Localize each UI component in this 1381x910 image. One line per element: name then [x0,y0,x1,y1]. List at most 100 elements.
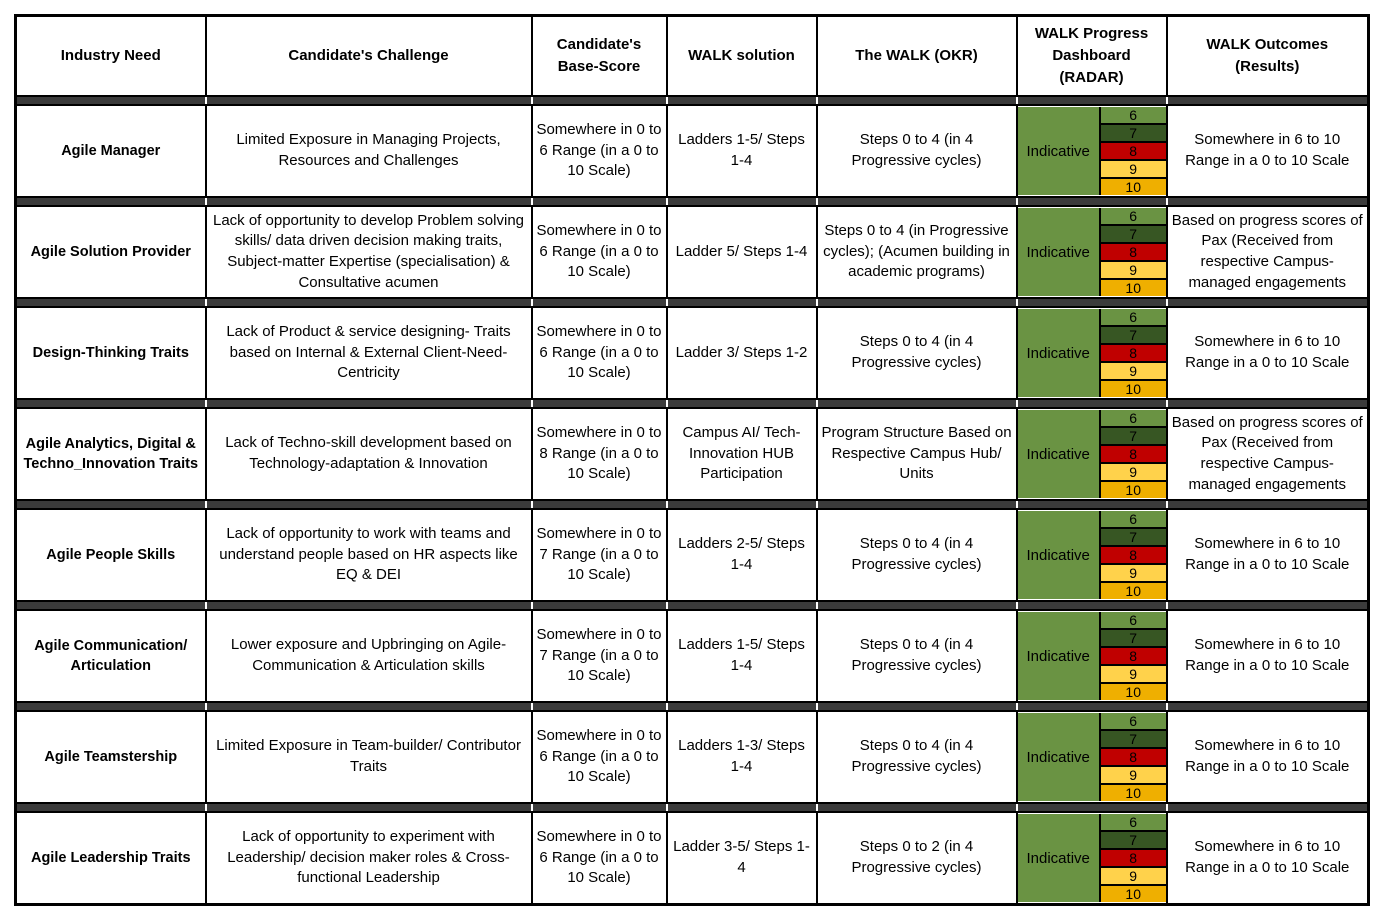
radar-scale: 6 7 8 9 10 [1098,511,1165,599]
row-separator [14,600,1370,611]
radar-scale-cell-9: 9 [1100,767,1165,785]
walk-okr-cell: Program Structure Based on Respective Ca… [815,407,1018,501]
radar-scale-cell-8: 8 [1100,749,1165,767]
radar-dashboard: Indicative 6 7 8 9 10 [1018,713,1165,801]
walk-outcomes-cell: Somewhere in 6 to 10 Range in a 0 to 10 … [1165,710,1370,804]
radar-scale-cell-9: 9 [1100,565,1165,583]
radar-scale-cell-7: 7 [1100,125,1165,143]
radar-scale-cell-7: 7 [1100,731,1165,749]
walk-solution-cell: Ladder 5/ Steps 1-4 [665,205,818,299]
base-score-cell: Somewhere in 0 to 6 Range (in a 0 to 10 … [530,205,668,299]
radar-dashboard: Indicative 6 7 8 9 10 [1018,612,1165,700]
radar-dashboard-cell: Indicative 6 7 8 9 10 [1015,609,1168,703]
base-score-cell: Somewhere in 0 to 6 Range (in a 0 to 10 … [530,104,668,198]
row-separator-cell [204,297,533,308]
radar-dashboard-cell: Indicative 6 7 8 9 10 [1015,104,1168,198]
table-row: Agile Communication/ Articulation Lower … [14,609,1370,703]
industry-need-cell: Agile Communication/ Articulation [14,609,207,703]
row-separator-cell [530,802,668,813]
radar-scale: 6 7 8 9 10 [1098,814,1165,902]
row-separator-cell [1165,600,1370,611]
candidates-challenge-cell: Lack of Product & service designing- Tra… [204,306,533,400]
radar-scale-cell-8: 8 [1100,547,1165,565]
industry-need-cell: Agile Leadership Traits [14,811,207,906]
candidates-challenge-cell: Limited Exposure in Team-builder/ Contri… [204,710,533,804]
row-separator-cell [665,600,818,611]
row-separator-cell [815,297,1018,308]
row-separator-cell [1165,297,1370,308]
radar-scale-cell-9: 9 [1100,868,1165,886]
radar-dashboard-cell: Indicative 6 7 8 9 10 [1015,205,1168,299]
row-separator-cell [530,600,668,611]
indicative-panel: Indicative [1018,410,1099,498]
row-separator-cell [1165,802,1370,813]
industry-need-cell: Agile Manager [14,104,207,198]
radar-scale-cell-9: 9 [1100,161,1165,179]
radar-scale-cell-10: 10 [1100,179,1165,195]
radar-scale-cell-8: 8 [1100,244,1165,262]
radar-scale-cell-7: 7 [1100,226,1165,244]
base-score-cell: Somewhere in 0 to 7 Range (in a 0 to 10 … [530,609,668,703]
header-walk-outcomes: WALK Outcomes (Results) [1165,14,1370,97]
header-walk-okr: The WALK (OKR) [815,14,1018,97]
candidates-challenge-cell: Limited Exposure in Managing Projects, R… [204,104,533,198]
row-separator-cell [815,196,1018,207]
radar-dashboard: Indicative 6 7 8 9 10 [1018,814,1165,902]
header-walk-progress-dashboard: WALK Progress Dashboard (RADAR) [1015,14,1168,97]
row-separator-cell [14,297,207,308]
industry-need-cell: Agile Solution Provider [14,205,207,299]
walk-okr-cell: Steps 0 to 4 (in 4 Progressive cycles) [815,710,1018,804]
radar-scale-cell-6: 6 [1100,511,1165,529]
row-separator-cell [14,499,207,510]
indicative-panel: Indicative [1018,612,1099,700]
radar-scale-cell-10: 10 [1100,684,1165,700]
row-separator-cell [665,398,818,409]
row-separator-cell [815,802,1018,813]
row-separator-cell [1015,600,1168,611]
base-score-cell: Somewhere in 0 to 7 Range (in a 0 to 10 … [530,508,668,602]
radar-scale-cell-7: 7 [1100,327,1165,345]
walk-outcomes-cell: Somewhere in 6 to 10 Range in a 0 to 10 … [1165,811,1370,906]
table-row: Agile Analytics, Digital & Techno_Innova… [14,407,1370,501]
radar-scale-cell-8: 8 [1100,143,1165,161]
radar-scale-cell-8: 8 [1100,345,1165,363]
table-row: Agile Manager Limited Exposure in Managi… [14,104,1370,198]
row-separator-cell [665,802,818,813]
row-separator [14,297,1370,308]
walk-outcomes-cell: Somewhere in 6 to 10 Range in a 0 to 10 … [1165,104,1370,198]
candidates-challenge-cell: Lack of opportunity to experiment with L… [204,811,533,906]
row-separator [14,701,1370,712]
radar-scale-cell-6: 6 [1100,309,1165,327]
indicative-panel: Indicative [1018,208,1099,296]
radar-scale-cell-7: 7 [1100,630,1165,648]
walk-solution-cell: Ladders 1-5/ Steps 1-4 [665,104,818,198]
radar-dashboard-cell: Indicative 6 7 8 9 10 [1015,306,1168,400]
industry-need-cell: Agile Analytics, Digital & Techno_Innova… [14,407,207,501]
row-separator-cell [14,398,207,409]
walk-solution-cell: Ladder 3/ Steps 1-2 [665,306,818,400]
row-separator-cell [204,196,533,207]
indicative-panel: Indicative [1018,309,1099,397]
row-separator-cell [14,196,207,207]
walk-solution-cell: Ladders 1-3/ Steps 1-4 [665,710,818,804]
row-separator-cell [530,398,668,409]
row-separator-cell [1015,398,1168,409]
industry-need-cell: Design-Thinking Traits [14,306,207,400]
walk-okr-cell: Steps 0 to 4 (in 4 Progressive cycles) [815,609,1018,703]
base-score-cell: Somewhere in 0 to 6 Range (in a 0 to 10 … [530,811,668,906]
row-separator-cell [1015,499,1168,510]
radar-dashboard: Indicative 6 7 8 9 10 [1018,410,1165,498]
walk-solution-cell: Ladder 3-5/ Steps 1-4 [665,811,818,906]
row-separator-cell [1015,95,1168,106]
row-separator [14,196,1370,207]
radar-scale-cell-6: 6 [1100,410,1165,428]
row-separator-cell [1015,196,1168,207]
candidates-challenge-cell: Lower exposure and Upbringing on Agile-C… [204,609,533,703]
row-separator-cell [1015,802,1168,813]
indicative-panel: Indicative [1018,511,1099,599]
indicative-panel: Indicative [1018,814,1099,902]
row-separator-cell [1165,95,1370,106]
row-separator-cell [1015,701,1168,712]
radar-scale-cell-8: 8 [1100,648,1165,666]
